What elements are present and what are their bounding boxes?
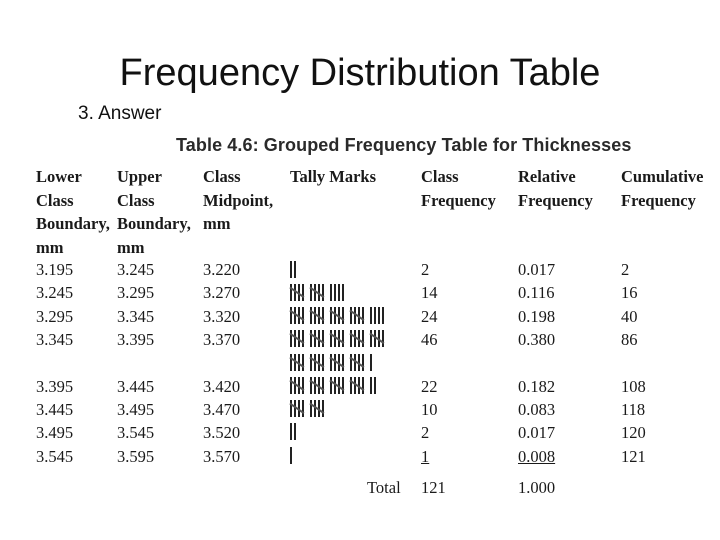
column-header: Boundary,	[117, 214, 191, 233]
table-cell: 3.520	[203, 423, 241, 442]
column-header: Boundary,	[36, 214, 110, 233]
total-label: Total	[367, 478, 401, 497]
column-header: mm	[203, 214, 231, 233]
table-cell: 1	[421, 447, 430, 466]
table-cell: 10	[421, 400, 438, 419]
table-cell: 3.245	[36, 283, 74, 302]
table-cell: 120	[621, 423, 646, 442]
table-cell: 0.182	[518, 377, 556, 396]
table-cell: 0.017	[518, 423, 556, 442]
column-header: Upper	[117, 167, 162, 186]
table-cell: 24	[421, 307, 438, 326]
table-cell: 2	[421, 260, 430, 279]
total-frequency: 121	[421, 478, 446, 497]
table-cell: 3.495	[36, 423, 74, 442]
table-cell: 3.345	[117, 307, 155, 326]
column-header: mm	[36, 237, 64, 257]
total-relative: 1.000	[518, 478, 556, 497]
table-cell: 14	[421, 283, 438, 302]
table-cell: 0.008	[518, 447, 556, 466]
table-cell: 3.295	[117, 283, 155, 302]
column-header: Midpoint,	[203, 190, 274, 210]
table-cell: 86	[621, 330, 638, 349]
table-cell: 3.245	[117, 260, 155, 279]
table-caption: Table 4.6: Grouped Frequency Table for T…	[176, 135, 632, 155]
table-cell: 46	[421, 330, 438, 349]
slide-subtitle: 3. Answer	[78, 103, 162, 124]
column-header: Frequency	[421, 190, 496, 210]
column-header: Tally Marks	[290, 167, 377, 186]
table-cell: 40	[621, 307, 638, 326]
table-cell: 0.380	[518, 330, 556, 349]
table-cell: 3.345	[36, 330, 74, 349]
table-cell: 0.083	[518, 400, 556, 419]
table-cell: 0.198	[518, 307, 556, 326]
table-cell: 3.595	[117, 447, 155, 466]
column-header: Frequency	[621, 190, 696, 210]
table-cell: 3.495	[117, 400, 155, 419]
column-header: Lower	[36, 167, 82, 186]
table-cell: 3.220	[203, 260, 241, 279]
column-header: Cumulative	[621, 167, 704, 186]
column-header: Relative	[518, 167, 576, 186]
column-header: Class	[36, 190, 74, 210]
table-cell: 3.320	[203, 307, 241, 326]
table-cell: 3.545	[36, 447, 74, 466]
table-cell: 3.545	[117, 423, 155, 442]
table-cell: 3.395	[36, 377, 74, 396]
column-header: Class	[203, 167, 241, 186]
column-header: Class	[117, 190, 155, 210]
column-header: Class	[421, 167, 459, 186]
table-cell: 3.445	[36, 400, 74, 419]
table-cell: 0.017	[518, 260, 556, 279]
column-header: Frequency	[518, 190, 593, 210]
table-cell: 3.270	[203, 283, 241, 302]
table-cell: 3.370	[203, 330, 241, 349]
table-cell: 3.420	[203, 377, 241, 396]
table-cell: 3.445	[117, 377, 155, 396]
slide-title: Frequency Distribution Table	[119, 52, 601, 94]
table-cell: 0.116	[518, 283, 555, 302]
table-cell: 118	[621, 400, 646, 419]
column-header: mm	[117, 237, 145, 257]
table-cell: 2	[621, 260, 630, 279]
table-cell: 121	[621, 447, 646, 466]
table-cell: 3.570	[203, 447, 241, 466]
table-cell: 3.470	[203, 400, 241, 419]
table-cell: 22	[421, 377, 438, 396]
table-cell: 3.195	[36, 260, 74, 279]
table-cell: 2	[421, 423, 430, 442]
table-cell: 3.395	[117, 330, 155, 349]
table-cell: 16	[621, 283, 638, 302]
table-cell: 108	[621, 377, 646, 396]
table-cell: 3.295	[36, 307, 74, 326]
